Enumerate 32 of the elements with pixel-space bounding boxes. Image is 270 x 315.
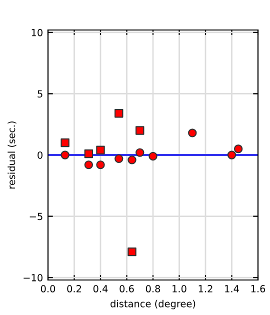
point (114, 154, 124, 164)
x-tick-label: 0.4 (93, 285, 108, 292)
y-tick-label: −10 (24, 274, 42, 282)
x-axis-title: distance (degree) (110, 300, 196, 310)
x-tick-label: 0.6 (120, 285, 134, 292)
point (136, 126, 144, 135)
x-tick-label: 0.8 (146, 285, 160, 292)
point (60, 150, 70, 160)
y-tick-label: 5 (38, 90, 42, 98)
y-axis-title: residual (sec.) (8, 121, 16, 188)
point (114, 108, 124, 118)
point (128, 156, 136, 164)
point (234, 144, 243, 154)
point (148, 152, 158, 161)
y-tick-label: −5 (30, 212, 42, 220)
x-tick-label: 0.0 (40, 285, 56, 292)
point (96, 160, 105, 170)
x-tick-label: 1.6 (251, 285, 266, 292)
point (128, 247, 136, 256)
point (96, 146, 105, 154)
y-tick-label: 10 (32, 28, 42, 36)
point (84, 160, 94, 170)
point (188, 128, 197, 138)
point (84, 149, 94, 158)
y-tick-label: 0 (38, 151, 42, 159)
x-tick-label: 1.2 (198, 285, 212, 292)
x-tick-label: 1.4 (225, 285, 239, 292)
x-tick-label: 0.2 (67, 285, 82, 292)
point (227, 150, 236, 160)
x-tick-label: 1.0 (172, 285, 186, 292)
point (60, 138, 70, 148)
point (136, 148, 144, 157)
